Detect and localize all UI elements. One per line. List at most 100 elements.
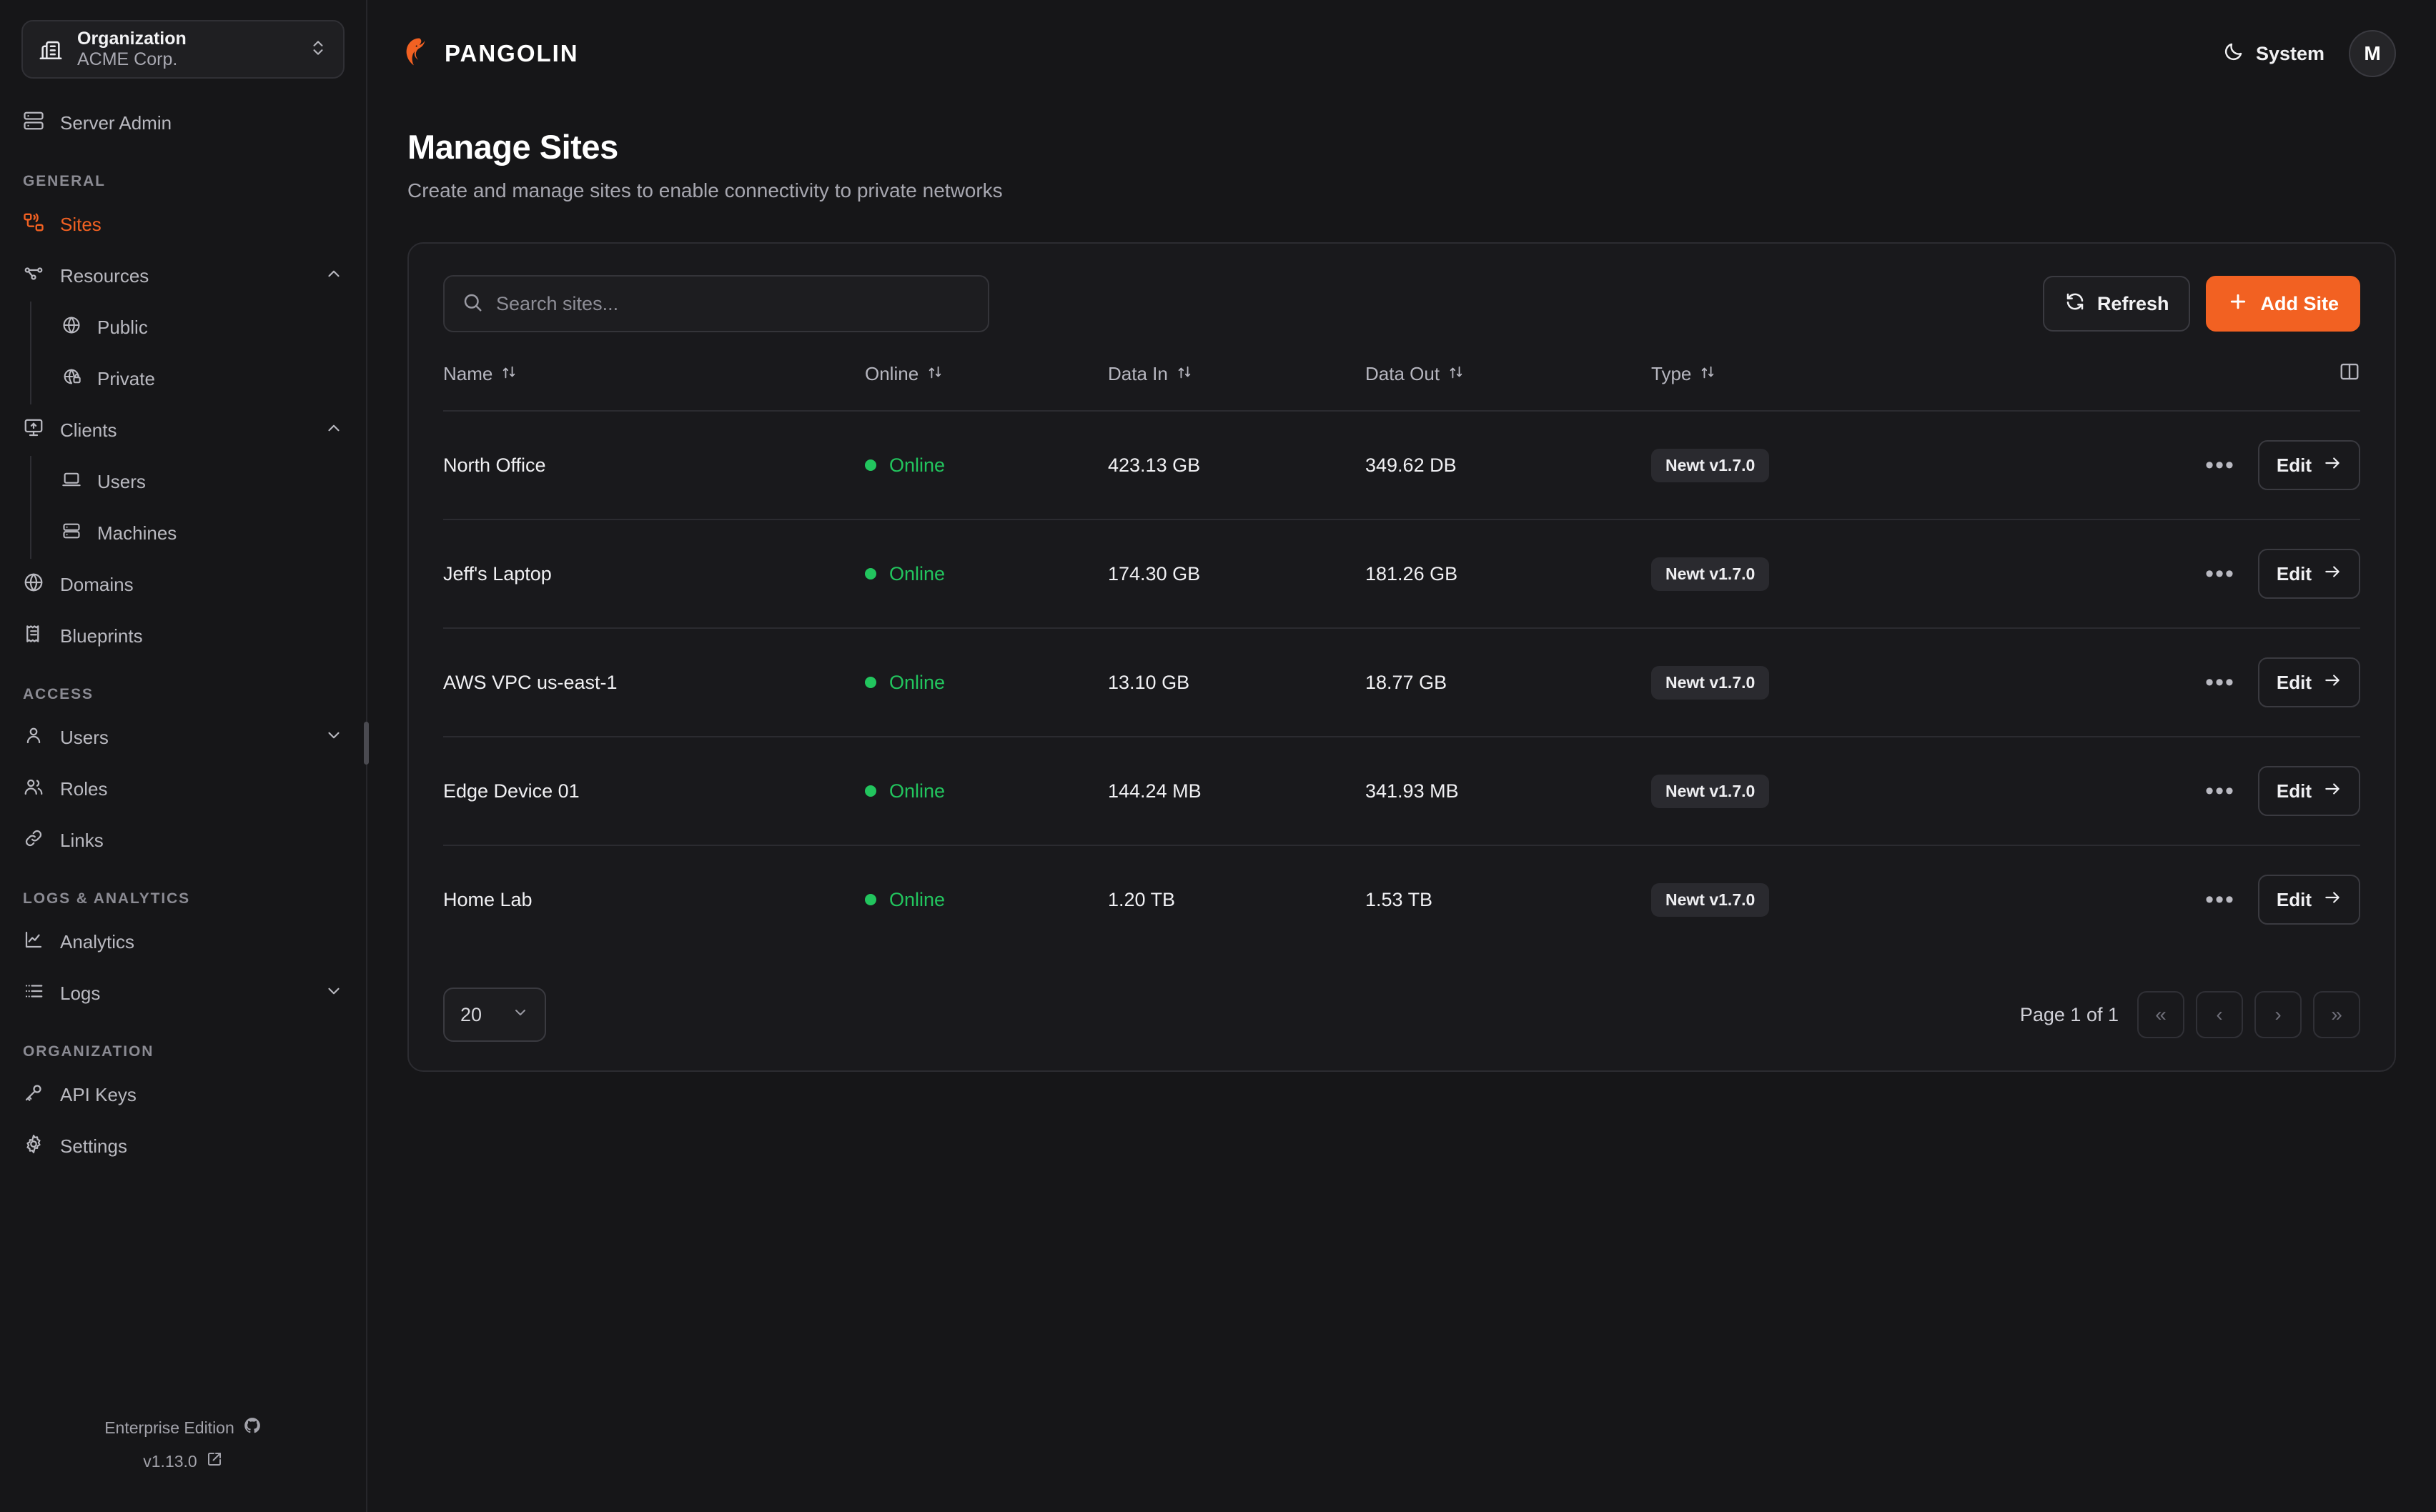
github-icon [243, 1416, 262, 1439]
sidebar-item-links[interactable]: Links [0, 815, 366, 866]
search-input[interactable] [496, 292, 971, 315]
sites-card: Refresh Add Site Name [407, 242, 2396, 1072]
type-badge: Newt v1.7.0 [1651, 448, 1770, 482]
edit-button[interactable]: Edit [2257, 440, 2360, 490]
sidebar-group-access: ACCESS [23, 686, 94, 702]
table-row[interactable]: Edge Device 01 Online 144.24 MB 341.93 M… [443, 737, 2360, 845]
edit-button[interactable]: Edit [2257, 657, 2360, 707]
edition-label: Enterprise Edition [104, 1418, 234, 1437]
cell-name: Edge Device 01 [443, 780, 580, 802]
sidebar-item-private[interactable]: Private [31, 353, 366, 404]
sidebar-item-resources[interactable]: Resources [0, 250, 366, 302]
sidebar-footer: Enterprise Edition v1.13.0 [0, 1416, 366, 1512]
table-head: Name Online [443, 361, 2360, 411]
pagination: Page 1 of 1 « ‹ › » [2020, 991, 2360, 1038]
column-header-actions [2146, 361, 2360, 411]
column-header-data-out[interactable]: Data Out [1365, 361, 1651, 411]
theme-label: System [2255, 42, 2324, 64]
table-row[interactable]: Home Lab Online 1.20 TB 1.53 TB Newt v1.… [443, 845, 2360, 953]
sidebar-item-users-clients[interactable]: Users [31, 456, 366, 507]
status-dot [865, 894, 876, 905]
table-row[interactable]: AWS VPC us-east-1 Online 13.10 GB 18.77 … [443, 628, 2360, 737]
sidebar-item-label: Private [97, 367, 155, 389]
sort-icon [927, 363, 943, 385]
edition-link[interactable]: Enterprise Edition [0, 1416, 366, 1439]
refresh-button[interactable]: Refresh [2042, 276, 2191, 332]
cell-data-in: 144.24 MB [1108, 780, 1202, 802]
brand[interactable]: PANGOLIN [396, 34, 579, 74]
sidebar-item-analytics[interactable]: Analytics [0, 916, 366, 968]
prev-page-button[interactable]: ‹ [2196, 991, 2243, 1038]
resources-icon [23, 263, 44, 289]
row-menu-button[interactable]: ••• [2205, 559, 2235, 587]
row-menu-button[interactable]: ••• [2205, 885, 2235, 913]
edit-button[interactable]: Edit [2257, 549, 2360, 599]
list-icon [23, 980, 44, 1007]
cell-type: Newt v1.7.0 [1651, 628, 2146, 737]
columns-toggle-icon[interactable] [2339, 361, 2360, 387]
row-menu-button[interactable]: ••• [2205, 451, 2235, 479]
topbar: PANGOLIN System M [367, 0, 2436, 107]
sidebar-item-label: Logs [60, 982, 101, 1004]
sidebar-item-blueprints[interactable]: Blueprints [0, 610, 366, 662]
sidebar-item-api-keys[interactable]: API Keys [0, 1069, 366, 1120]
page-header: Manage Sites Create and manage sites to … [367, 107, 2436, 202]
sidebar-item-label: Sites [60, 213, 102, 235]
sidebar-scrollbar[interactable] [364, 722, 369, 765]
sidebar-item-users-access[interactable]: Users [0, 712, 366, 763]
globe-icon [61, 315, 81, 340]
version-link[interactable]: v1.13.0 [0, 1451, 366, 1472]
sidebar-item-logs[interactable]: Logs [0, 968, 366, 1019]
last-page-button[interactable]: » [2313, 991, 2360, 1038]
sidebar-item-clients[interactable]: Clients [0, 404, 366, 456]
sidebar: Organization ACME Corp. Server Admin [0, 0, 369, 1512]
refresh-label: Refresh [2096, 292, 2169, 314]
page-subtitle: Create and manage sites to enable connec… [407, 179, 1003, 202]
edit-label: Edit [2276, 562, 2312, 585]
page-size-select[interactable]: 20 [443, 988, 546, 1042]
type-badge: Newt v1.7.0 [1651, 774, 1770, 808]
column-header-name[interactable]: Name [443, 361, 865, 411]
row-menu-button[interactable]: ••• [2205, 668, 2235, 696]
first-page-button[interactable]: « [2137, 991, 2184, 1038]
toolbar-actions: Refresh Add Site [2042, 276, 2360, 332]
sidebar-item-sites[interactable]: Sites [0, 199, 366, 250]
edit-label: Edit [2276, 454, 2312, 476]
sidebar-item-roles[interactable]: Roles [0, 763, 366, 815]
globe-icon [23, 572, 44, 598]
sidebar-item-label: Links [60, 829, 104, 851]
edit-label: Edit [2276, 888, 2312, 910]
theme-toggle[interactable]: System [2223, 41, 2324, 67]
sidebar-item-machines[interactable]: Machines [31, 507, 366, 559]
sidebar-item-public[interactable]: Public [31, 302, 366, 353]
next-page-button[interactable]: › [2254, 991, 2302, 1038]
cell-data-in: 1.20 TB [1108, 888, 1176, 910]
status-badge: Online [889, 671, 946, 693]
org-switcher[interactable]: Organization ACME Corp. [21, 20, 345, 79]
search-box[interactable] [443, 275, 989, 332]
table-row[interactable]: Jeff's Laptop Online 174.30 GB 181.26 GB… [443, 519, 2360, 628]
avatar[interactable]: M [2349, 30, 2396, 77]
status-dot [865, 459, 876, 471]
table-row[interactable]: North Office Online 423.13 GB 349.62 DB … [443, 411, 2360, 519]
sidebar-item-settings[interactable]: Settings [0, 1120, 366, 1172]
link-icon [23, 827, 44, 854]
edit-button[interactable]: Edit [2257, 766, 2360, 816]
cell-type: Newt v1.7.0 [1651, 845, 2146, 953]
edit-button[interactable]: Edit [2257, 875, 2360, 925]
sort-icon [1700, 363, 1715, 385]
arrow-right-icon [2323, 454, 2342, 477]
column-header-online[interactable]: Online [865, 361, 1108, 411]
add-site-button[interactable]: Add Site [2206, 276, 2360, 332]
column-label: Type [1651, 363, 1692, 384]
cell-data-out: 1.53 TB [1365, 888, 1433, 910]
edit-label: Edit [2276, 780, 2312, 802]
org-title: Organization [77, 28, 187, 49]
sidebar-item-domains[interactable]: Domains [0, 559, 366, 610]
sidebar-item-server-admin[interactable]: Server Admin [0, 97, 366, 149]
row-menu-button[interactable]: ••• [2205, 777, 2235, 805]
chevron-up-down-icon [309, 39, 327, 61]
sort-icon [501, 363, 517, 385]
column-header-type[interactable]: Type [1651, 361, 2146, 411]
column-header-data-in[interactable]: Data In [1108, 361, 1365, 411]
